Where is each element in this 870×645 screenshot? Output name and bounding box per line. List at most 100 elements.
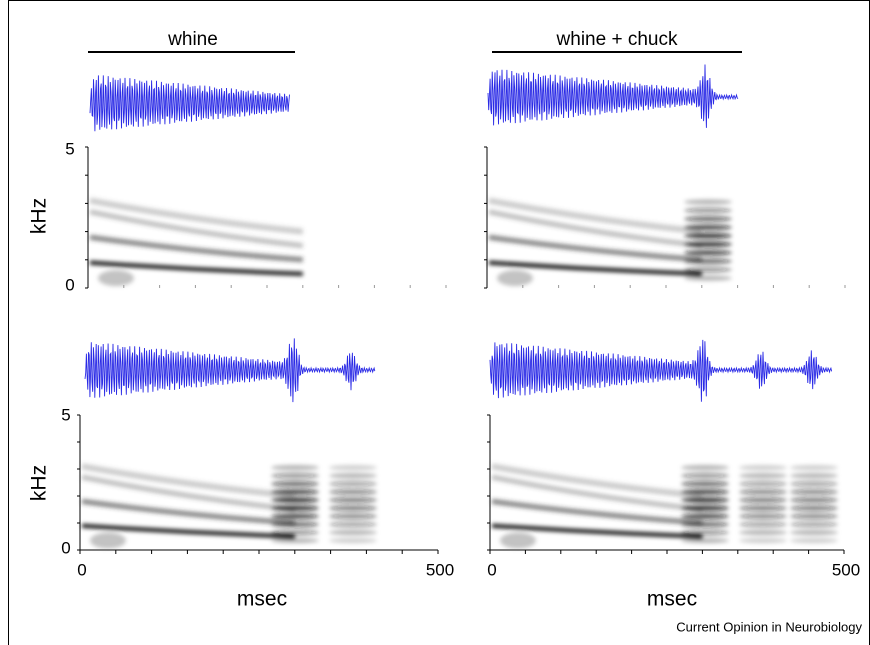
chuck-band xyxy=(681,473,729,479)
chuck-band xyxy=(271,537,319,544)
chuck-band xyxy=(790,521,838,527)
chuck-band xyxy=(739,465,787,471)
y-tick-label: 5 xyxy=(65,139,74,158)
chuck-band xyxy=(684,199,732,205)
chuck-band xyxy=(681,537,729,544)
panel-title: whine + chuck xyxy=(556,29,678,50)
artwork xyxy=(77,64,846,554)
chuck-band xyxy=(271,489,319,495)
chuck-band xyxy=(271,465,319,471)
chuck-band xyxy=(681,481,729,487)
panel-title: whine xyxy=(167,29,218,50)
chuck-band xyxy=(684,216,732,222)
x-axis-label: msec xyxy=(237,588,287,611)
x-axis-label: msec xyxy=(647,588,697,611)
chuck-band xyxy=(329,481,377,487)
chuck-band xyxy=(681,465,729,471)
chuck-band xyxy=(329,513,377,519)
chuck-band xyxy=(271,513,319,519)
harmonic xyxy=(81,498,295,526)
waveform xyxy=(89,75,290,132)
harmonic xyxy=(89,234,303,263)
harmonic xyxy=(491,474,703,512)
spectrogram xyxy=(81,463,377,549)
chuck-band xyxy=(739,497,787,503)
chuck-band xyxy=(681,521,729,527)
spectrogram xyxy=(491,463,838,549)
chuck-band xyxy=(684,267,732,273)
chuck-band xyxy=(329,521,377,527)
chuck-band xyxy=(681,505,729,511)
onset xyxy=(98,270,134,287)
chuck-band xyxy=(329,497,377,503)
harmonic xyxy=(89,209,304,249)
waveform xyxy=(489,339,833,402)
chuck-band xyxy=(681,497,729,503)
harmonic xyxy=(81,463,296,499)
harmonic xyxy=(81,523,295,539)
chuck-band xyxy=(684,275,732,281)
chuck-band xyxy=(739,513,787,519)
credit: Current Opinion in Neurobiology xyxy=(676,619,862,634)
chuck-band xyxy=(684,207,732,214)
onset xyxy=(497,270,533,287)
chuck-band xyxy=(739,489,787,495)
chuck-band xyxy=(790,481,838,487)
onset xyxy=(500,532,536,549)
y-axis-label: kHz xyxy=(28,465,51,501)
chuck-band xyxy=(739,473,787,479)
chuck-band xyxy=(790,529,838,536)
waveform xyxy=(487,64,739,128)
chuck-band xyxy=(684,233,732,239)
harmonic xyxy=(491,463,703,499)
harmonic xyxy=(488,197,703,235)
x-tick-label: 500 xyxy=(832,560,860,579)
chuck-band xyxy=(790,497,838,503)
chuck-band xyxy=(790,537,838,544)
chuck-band xyxy=(271,473,319,479)
chuck-band xyxy=(739,521,787,527)
chuck-band xyxy=(271,497,319,503)
chuck-band xyxy=(329,465,377,471)
chuck-band xyxy=(681,513,729,519)
y-tick-label: 0 xyxy=(65,275,74,294)
onset xyxy=(90,532,126,549)
waveform xyxy=(84,338,376,403)
chuck-band xyxy=(271,481,319,487)
x-tick-label: 0 xyxy=(77,560,86,579)
chuck-band xyxy=(329,489,377,495)
chuck-band xyxy=(329,537,377,544)
chuck-band xyxy=(790,505,838,511)
spectrogram xyxy=(488,197,732,287)
chuck-band xyxy=(739,529,787,536)
y-axis-label: kHz xyxy=(28,198,51,234)
harmonic xyxy=(491,523,703,539)
chuck-band xyxy=(790,513,838,519)
harmonic xyxy=(491,498,703,526)
chuck-band xyxy=(790,489,838,495)
y-tick-label: 5 xyxy=(61,405,70,424)
chuck-band xyxy=(271,529,319,536)
chuck-band xyxy=(790,473,838,479)
chuck-band xyxy=(684,224,732,230)
harmonic xyxy=(89,197,304,235)
chuck-band xyxy=(790,465,838,471)
chuck-band xyxy=(271,521,319,527)
chuck-band xyxy=(681,489,729,495)
harmonic xyxy=(81,474,296,512)
x-tick-label: 500 xyxy=(426,560,454,579)
chuck-band xyxy=(684,241,732,247)
chuck-band xyxy=(329,473,377,479)
chuck-band xyxy=(329,505,377,511)
chuck-band xyxy=(739,505,787,511)
harmonic xyxy=(488,234,702,263)
chuck-band xyxy=(684,250,732,256)
chuck-band xyxy=(684,258,732,264)
spectrogram xyxy=(89,197,304,287)
harmonic xyxy=(89,260,303,276)
x-tick-label: 0 xyxy=(487,560,496,579)
chuck-band xyxy=(271,505,319,511)
harmonic xyxy=(488,209,703,249)
harmonic xyxy=(488,260,702,276)
